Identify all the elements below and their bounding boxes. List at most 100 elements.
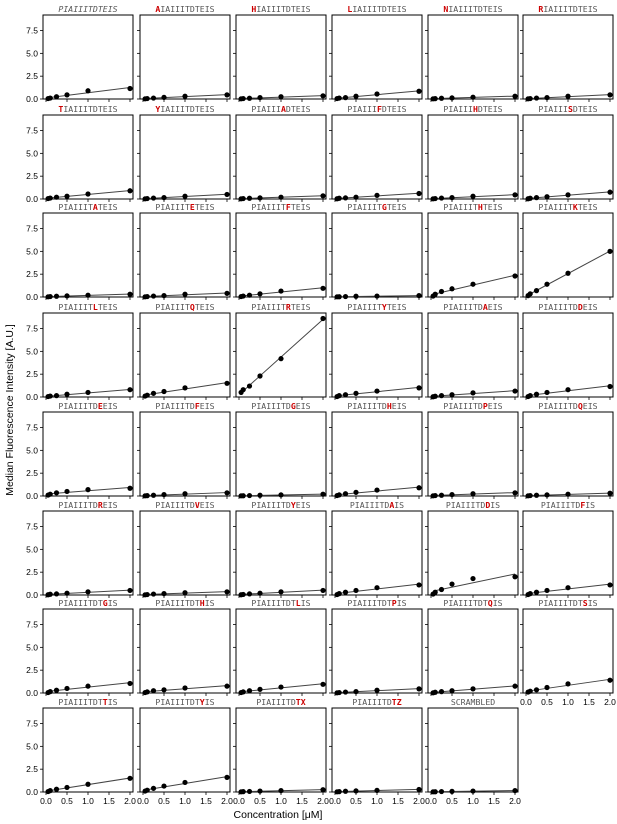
- mutation-residue: E: [190, 202, 195, 212]
- data-point: [432, 195, 438, 202]
- panel-title: PIAIIIHDTEIS: [443, 104, 502, 114]
- panel-title: PIAIIITDREIS: [58, 500, 117, 510]
- data-point: [533, 589, 540, 595]
- x-tick-label: 1.5: [583, 697, 595, 707]
- sequence-segment: PIAIIIT: [443, 202, 478, 212]
- sequence-segment: PIAIIITD: [541, 500, 581, 510]
- sequence-segment: IAIIITDTEIS: [160, 4, 214, 14]
- data-point: [278, 589, 284, 595]
- data-point: [353, 489, 359, 495]
- y-tick-label: 5.0: [26, 148, 38, 158]
- data-point: [161, 195, 167, 201]
- mutation-residue: A: [93, 202, 98, 212]
- panel: PIAIIITDTZ 0.0 0.5 1.0 1.5 2.0: [329, 697, 425, 806]
- panel: PIAIIITDTPIS: [329, 598, 423, 696]
- data-point: [512, 788, 518, 794]
- x-axis-label: Concentration [μM]: [234, 809, 323, 821]
- mutation-residue: T: [103, 697, 108, 707]
- data-point: [607, 189, 613, 195]
- data-point: [374, 192, 380, 198]
- plot-frame: [331, 707, 423, 793]
- data-point: [512, 388, 518, 394]
- data-point: [85, 292, 91, 298]
- sequence-segment: IS: [301, 598, 311, 608]
- data-point: [240, 195, 246, 202]
- sequence-segment: PIAIIITD: [155, 500, 195, 510]
- data-point: [278, 788, 284, 794]
- y-tick-label: 2.5: [26, 71, 38, 81]
- data-point: [47, 195, 53, 201]
- plot-frame: [427, 707, 519, 793]
- mutation-residue: S: [583, 598, 588, 608]
- mutation-residue: G: [291, 401, 296, 411]
- panel-title: PIAIIITYTEIS: [347, 302, 406, 312]
- data-point: [342, 293, 349, 300]
- mutation-residue: R: [98, 500, 103, 510]
- panel: PIAIIITDTHIS: [137, 598, 231, 696]
- x-tick-label: 0.5: [446, 796, 458, 806]
- data-point: [320, 193, 326, 199]
- panel-title: HIAIIITDTEIS: [251, 4, 310, 14]
- panel: PIAIIITDTX 0.0 0.5 1.0 1.5 2.0: [233, 697, 329, 806]
- data-point: [353, 390, 359, 396]
- panel-title: PIAIIITHTEIS: [443, 202, 502, 212]
- x-tick-label: 1.0: [371, 796, 383, 806]
- panel-title: TIAIIITDTEIS: [58, 104, 117, 114]
- sequence-segment: IS: [394, 500, 404, 510]
- data-point: [527, 591, 533, 597]
- data-point: [240, 789, 246, 795]
- panel-title: PIAIIITDHEIS: [347, 401, 406, 411]
- data-point: [278, 288, 284, 294]
- data-point: [150, 688, 157, 694]
- sequence-segment: PIAIIITD: [352, 697, 392, 707]
- x-tick-label: 1.0: [562, 697, 574, 707]
- plot-frame: [235, 608, 327, 694]
- mutation-residue: L: [93, 302, 98, 312]
- panel: PIAIIIHDTEIS: [425, 104, 519, 202]
- y-tick-label: 7.5: [26, 719, 38, 729]
- y-tick-label: 0.0: [26, 392, 38, 402]
- plot-frame: [235, 14, 327, 100]
- data-point: [565, 681, 571, 687]
- data-point: [416, 786, 422, 793]
- data-point: [565, 192, 571, 198]
- data-point: [144, 787, 150, 793]
- data-point: [320, 285, 326, 291]
- fit-line: [240, 318, 324, 394]
- plot-frame: [331, 510, 423, 596]
- data-point: [544, 281, 550, 287]
- data-point: [144, 95, 150, 102]
- data-point: [449, 286, 455, 292]
- y-tick-label: 5.0: [26, 741, 38, 751]
- data-point: [127, 85, 133, 92]
- panel: NIAIIITDTEIS: [425, 4, 519, 102]
- plot-frame: [331, 14, 423, 100]
- mutation-residue: A: [389, 500, 394, 510]
- x-tick-label: 0.0: [329, 796, 341, 806]
- sequence-segment: PIAIIIT: [251, 202, 286, 212]
- panel: PIAIIITDTTIS 0.0 2.5 5.0 7.5 0.0 0.5 1.0 1.5 2.0: [26, 697, 136, 806]
- data-point: [470, 193, 476, 199]
- y-axis-label: Median Fluorescence Intensity [A.U.]: [4, 324, 16, 496]
- panel-title: PIAIIITDTHIS: [155, 598, 214, 608]
- data-point: [150, 591, 157, 597]
- data-point: [607, 383, 613, 390]
- mutation-residue: S: [568, 104, 573, 114]
- x-tick-label: 1.5: [296, 796, 308, 806]
- sequence-segment: TEIS: [98, 202, 118, 212]
- data-point: [278, 94, 284, 100]
- data-point: [432, 393, 438, 399]
- sequence-segment: PIAIIITD: [443, 401, 483, 411]
- plot-frame: [235, 707, 327, 793]
- data-point: [182, 590, 188, 596]
- mutation-residue: K: [573, 202, 578, 212]
- x-tick-label: 1.0: [179, 796, 191, 806]
- sequence-segment: TEIS: [291, 202, 311, 212]
- panel: PIAIIITETEIS: [137, 202, 231, 300]
- sequence-segment: TEIS: [195, 302, 215, 312]
- data-point: [470, 281, 476, 287]
- panel-title: PIAIIITKTEIS: [538, 202, 597, 212]
- data-point: [544, 684, 550, 691]
- data-point: [257, 291, 263, 297]
- data-point: [527, 688, 533, 694]
